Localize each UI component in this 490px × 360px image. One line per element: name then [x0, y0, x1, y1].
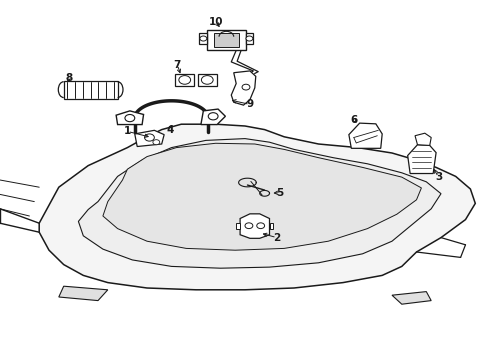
Text: 4: 4	[167, 125, 174, 135]
Circle shape	[242, 84, 250, 90]
Circle shape	[246, 36, 253, 41]
Text: 2: 2	[273, 233, 280, 243]
Polygon shape	[78, 139, 441, 268]
Polygon shape	[270, 223, 273, 229]
Polygon shape	[39, 124, 475, 290]
Text: 5: 5	[277, 188, 284, 198]
Polygon shape	[231, 71, 256, 105]
Bar	[214, 33, 239, 47]
Text: 6: 6	[350, 114, 357, 125]
Polygon shape	[408, 145, 436, 174]
Text: 8: 8	[65, 73, 72, 84]
Circle shape	[208, 113, 218, 120]
Circle shape	[179, 76, 191, 84]
Text: 3: 3	[435, 172, 442, 182]
Bar	[175, 74, 194, 86]
Bar	[64, 81, 118, 99]
Polygon shape	[199, 33, 207, 44]
Polygon shape	[415, 133, 431, 145]
Circle shape	[245, 223, 253, 229]
Polygon shape	[135, 130, 164, 147]
Polygon shape	[236, 223, 240, 229]
Polygon shape	[392, 292, 431, 304]
Circle shape	[257, 223, 265, 229]
Text: 7: 7	[173, 60, 181, 70]
Bar	[207, 30, 246, 50]
Text: 1: 1	[124, 126, 131, 136]
Polygon shape	[349, 123, 382, 148]
Polygon shape	[246, 33, 253, 44]
Bar	[198, 74, 217, 86]
Circle shape	[125, 114, 135, 122]
Circle shape	[201, 76, 213, 84]
Text: 10: 10	[208, 17, 223, 27]
Polygon shape	[103, 143, 421, 250]
Polygon shape	[240, 214, 270, 238]
Polygon shape	[201, 109, 225, 125]
Circle shape	[145, 134, 154, 141]
Polygon shape	[59, 286, 108, 301]
Polygon shape	[116, 111, 144, 125]
Circle shape	[200, 36, 207, 41]
Text: 9: 9	[246, 99, 253, 109]
Circle shape	[153, 140, 160, 145]
